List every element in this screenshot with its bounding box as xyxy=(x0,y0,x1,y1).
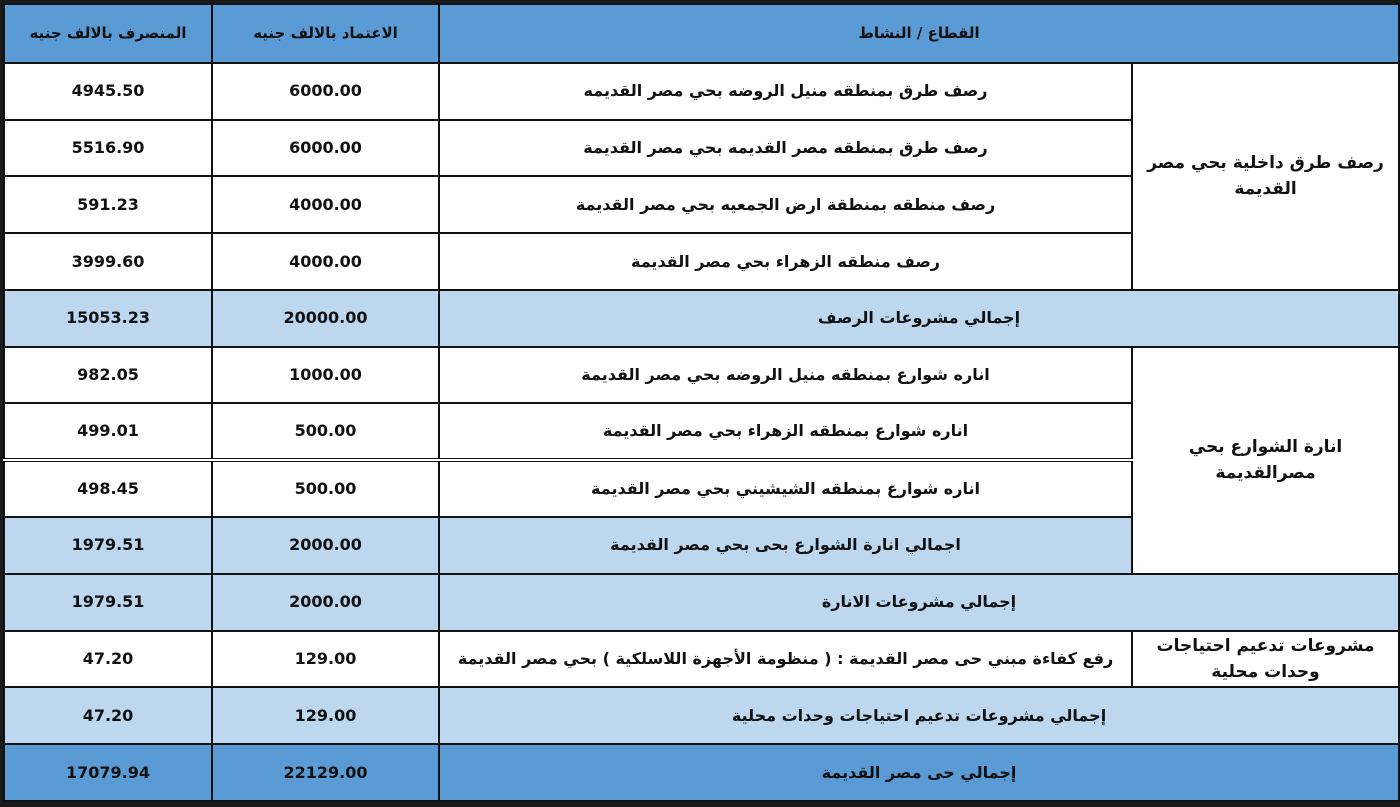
spent-cell: 4945.50 xyxy=(3,61,213,121)
header-row: القطاع / النشاط الاعتماد بالالف جنيه الم… xyxy=(3,3,1400,64)
table-row: رصف منطقه بمنطقة ارض الجمعيه بحي مصر الق… xyxy=(3,175,1399,235)
header-spent: المنصرف بالالف جنيه xyxy=(3,3,213,64)
grand-total-spent: 17079.94 xyxy=(3,743,213,802)
subtotal-label: اجمالي انارة الشوارع بحى بحي مصر القديمة xyxy=(437,516,1134,575)
sector-cell: انارة الشوارع بحي مصرالقديمة xyxy=(1131,345,1400,575)
spent-cell: 982.05 xyxy=(3,345,213,405)
activity-cell: اناره شوارع بمنطقه الشيشيني بحي مصر القد… xyxy=(437,459,1134,519)
subtotal-spent: 1979.51 xyxy=(3,516,213,575)
budget-cell: 6000.00 xyxy=(211,61,440,121)
grand-total-label: إجمالي حى مصر القديمة xyxy=(437,743,1400,802)
table-row: رصف طرق داخلية بحي مصر القديمة رصف طرق ب… xyxy=(3,61,1400,291)
budget-cell: 129.00 xyxy=(211,629,440,689)
grand-total-budget: 22129.00 xyxy=(211,743,440,802)
spent-cell: 499.01 xyxy=(3,402,213,462)
budget-cell: 1000.00 xyxy=(211,345,440,405)
budget-cell: 500.00 xyxy=(211,459,440,519)
spent-cell: 498.45 xyxy=(3,459,213,519)
table-row: مشروعات تدعيم احتياجات وحدات محلية رفع ك… xyxy=(3,629,1400,689)
total-row: إجمالي مشروعات الرصف 20000.00 15053.23 xyxy=(3,288,1400,348)
activity-cell: رصف منطقه الزهراء بحي مصر القديمة xyxy=(437,232,1134,291)
total-spent: 15053.23 xyxy=(3,288,213,348)
spent-cell: 47.20 xyxy=(3,629,213,689)
total-budget: 20000.00 xyxy=(211,288,440,348)
subtotal-row: اجمالي انارة الشوارع بحى بحي مصر القديمة… xyxy=(3,516,1399,575)
table-row: انارة الشوارع بحي مصرالقديمة اناره شوارع… xyxy=(3,345,1400,575)
activity-cell: رفع كفاءة مبني حى مصر القديمة : ( منظومة… xyxy=(437,629,1134,689)
total-spent: 1979.51 xyxy=(3,572,213,632)
total-budget: 129.00 xyxy=(211,686,440,746)
total-row: إجمالي مشروعات تدعيم احتياجات وحدات محلي… xyxy=(3,686,1400,746)
total-label: إجمالي مشروعات الرصف xyxy=(437,288,1400,348)
activity-cell: اناره شوارع بمنطقه منيل الروضه بحي مصر ا… xyxy=(437,345,1134,405)
total-spent: 47.20 xyxy=(3,686,213,746)
activity-cell: اناره شوارع بمنطقه الزهراء بحي مصر القدي… xyxy=(437,402,1134,462)
activity-cell: رصف طرق بمنطقه مصر القديمه بحي مصر القدي… xyxy=(437,118,1134,178)
sector-cell: رصف طرق داخلية بحي مصر القديمة xyxy=(1131,61,1400,291)
header-budget: الاعتماد بالالف جنيه xyxy=(211,3,440,64)
spent-cell: 5516.90 xyxy=(3,118,213,178)
grand-total-row: إجمالي حى مصر القديمة 22129.00 17079.94 xyxy=(3,743,1400,802)
spent-cell: 591.23 xyxy=(3,175,213,235)
budget-table: القطاع / النشاط الاعتماد بالالف جنيه الم… xyxy=(3,3,1400,802)
total-budget: 2000.00 xyxy=(211,572,440,632)
spent-cell: 3999.60 xyxy=(3,232,213,291)
budget-cell: 500.00 xyxy=(211,402,440,462)
total-label: إجمالي مشروعات تدعيم احتياجات وحدات محلي… xyxy=(437,686,1400,746)
total-label: إجمالي مشروعات الانارة xyxy=(437,572,1400,632)
table-row: اناره شوارع بمنطقه الشيشيني بحي مصر القد… xyxy=(3,459,1400,519)
total-row: إجمالي مشروعات الانارة 2000.00 1979.51 xyxy=(3,572,1400,632)
budget-cell: 6000.00 xyxy=(211,118,440,178)
budget-cell: 4000.00 xyxy=(211,175,440,235)
subtotal-budget: 2000.00 xyxy=(211,516,440,575)
header-sector: القطاع / النشاط xyxy=(437,3,1400,64)
budget-cell: 4000.00 xyxy=(211,232,440,291)
activity-cell: رصف طرق بمنطقه منيل الروضه بحي مصر القدي… xyxy=(437,61,1134,121)
table-row: اناره شوارع بمنطقه الزهراء بحي مصر القدي… xyxy=(3,402,1399,462)
sector-cell: مشروعات تدعيم احتياجات وحدات محلية xyxy=(1131,629,1400,689)
activity-cell: رصف منطقه بمنطقة ارض الجمعيه بحي مصر الق… xyxy=(437,175,1134,235)
table-row: رصف طرق بمنطقه مصر القديمه بحي مصر القدي… xyxy=(3,118,1399,178)
table-row: رصف منطقه الزهراء بحي مصر القديمة 4000.0… xyxy=(3,232,1399,291)
